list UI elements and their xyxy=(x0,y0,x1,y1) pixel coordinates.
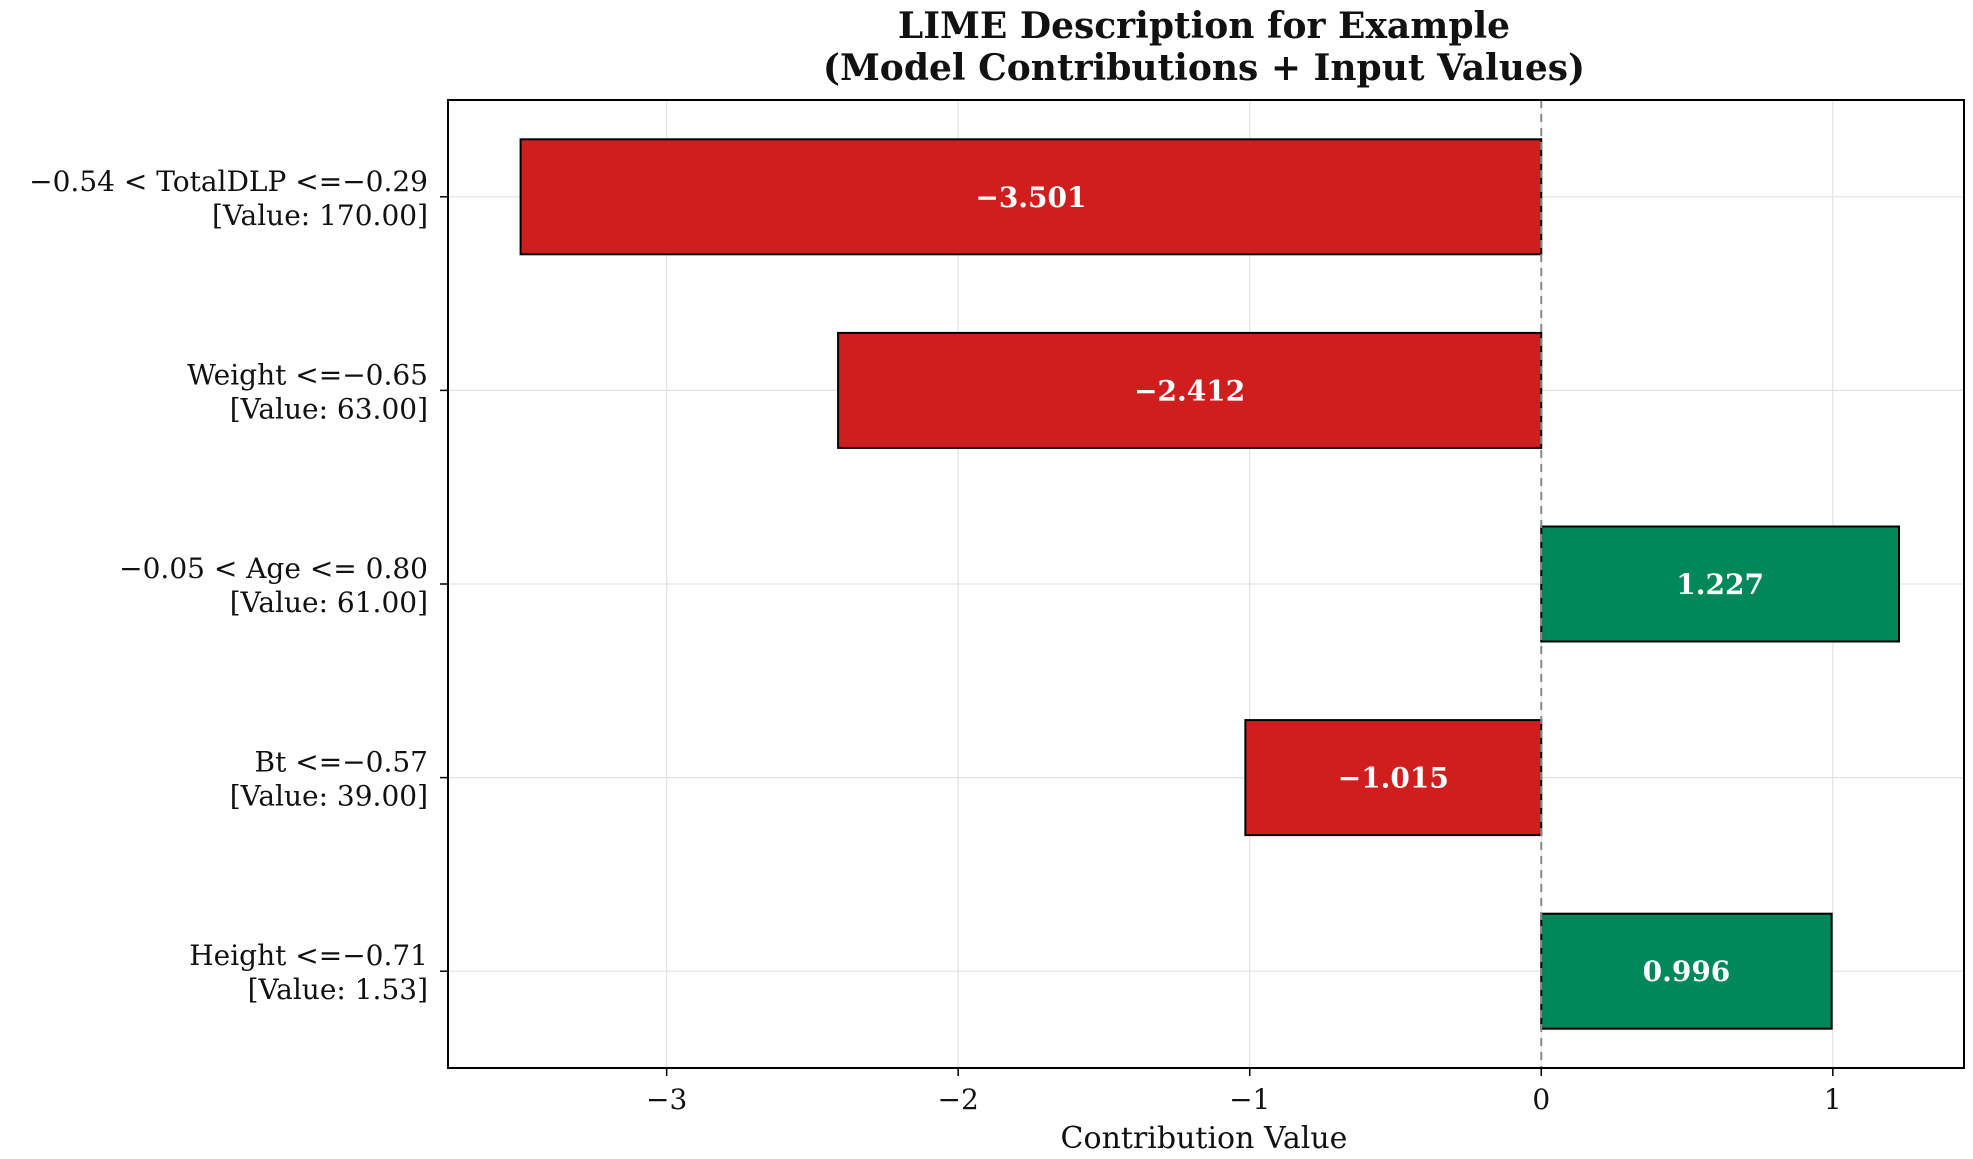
y-label-value: [Value: 61.00] xyxy=(230,586,428,619)
x-tick-label: −1 xyxy=(1229,1083,1270,1116)
bar xyxy=(1540,912,1833,1030)
bar xyxy=(1244,719,1543,837)
plot-frame xyxy=(447,99,1965,1069)
bar-value-label: −3.501 xyxy=(975,181,1086,214)
y-label-condition: Height <=−0.71 xyxy=(189,939,428,972)
bar xyxy=(837,331,1543,449)
chart-title-line2: (Model Contributions + Input Values) xyxy=(823,47,1585,89)
bar xyxy=(1540,525,1900,643)
y-label-condition: −0.05 < Age <= 0.80 xyxy=(119,552,428,585)
x-tick-label: −3 xyxy=(646,1083,687,1116)
bar-value-label: −2.412 xyxy=(1134,374,1245,407)
chart-title-line1: LIME Description for Example xyxy=(898,5,1510,47)
y-label-value: [Value: 39.00] xyxy=(230,780,428,813)
y-label-value: [Value: 1.53] xyxy=(248,973,428,1006)
y-labels-group: −0.54 < TotalDLP <=−0.29[Value: 170.00] W… xyxy=(29,165,448,1006)
x-tick-label: −2 xyxy=(938,1083,979,1116)
x-tick-label: 1 xyxy=(1824,1083,1842,1116)
x-ticks-group: −3 −2 −1 0 1 xyxy=(646,1068,1842,1116)
x-tick-label: 0 xyxy=(1532,1083,1550,1116)
y-label-condition: Bt <=−0.57 xyxy=(255,746,428,779)
y-label-condition: Weight <=−0.65 xyxy=(187,358,428,391)
x-axis-label: Contribution Value xyxy=(1061,1121,1348,1156)
bars-group: −3.501 −2.412 1.227 −1.015 0.996 xyxy=(519,138,1900,1030)
y-label-value: [Value: 63.00] xyxy=(230,392,428,425)
y-label-condition: −0.54 < TotalDLP <=−0.29 xyxy=(29,165,428,198)
bar-value-label: 1.227 xyxy=(1676,568,1764,601)
bar-value-label: 0.996 xyxy=(1643,955,1731,988)
bar xyxy=(519,138,1543,256)
y-label-value: [Value: 170.00] xyxy=(212,199,428,232)
bar-value-label: −1.015 xyxy=(1338,762,1449,795)
